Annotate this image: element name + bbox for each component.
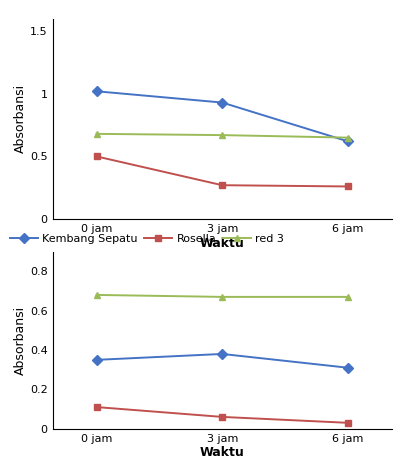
Y-axis label: Absorbansi: Absorbansi [14,306,27,375]
X-axis label: Waktu: Waktu [200,446,244,459]
X-axis label: Waktu: Waktu [200,237,244,250]
Y-axis label: Absorbansi: Absorbansi [14,84,27,153]
Legend: Kembang Sepatu, Rosella, red 3: Kembang Sepatu, Rosella, red 3 [6,230,288,248]
